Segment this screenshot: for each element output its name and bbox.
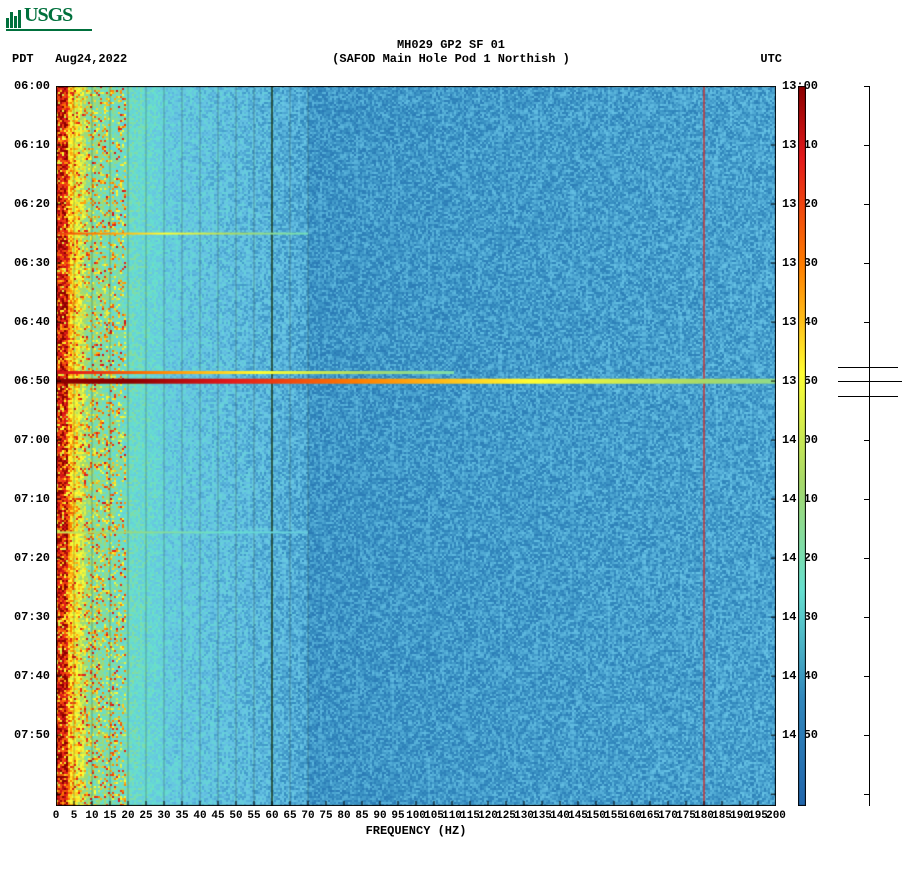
x-tick: 5 bbox=[71, 810, 78, 822]
x-tick: 165 bbox=[640, 810, 660, 822]
x-tick: 175 bbox=[676, 810, 696, 822]
x-tick: 95 bbox=[391, 810, 404, 822]
left-date: Aug24,2022 bbox=[55, 52, 127, 66]
x-tick: 135 bbox=[532, 810, 552, 822]
left-tz: PDT bbox=[12, 52, 34, 66]
y-tick-left: 07:50 bbox=[14, 728, 50, 742]
amplitude-event-marker bbox=[838, 381, 902, 382]
amp-tick bbox=[864, 204, 870, 205]
y-tick-left: 07:40 bbox=[14, 669, 50, 683]
amplitude-scale bbox=[869, 86, 870, 806]
y-tick-left: 07:20 bbox=[14, 551, 50, 565]
x-tick: 90 bbox=[373, 810, 386, 822]
y-tick-left: 07:00 bbox=[14, 433, 50, 447]
x-tick: 50 bbox=[229, 810, 242, 822]
x-tick: 35 bbox=[175, 810, 188, 822]
amp-tick bbox=[864, 794, 870, 795]
x-axis-label: FREQUENCY (HZ) bbox=[56, 824, 776, 838]
x-tick: 130 bbox=[514, 810, 534, 822]
x-tick: 110 bbox=[442, 810, 462, 822]
x-tick: 185 bbox=[712, 810, 732, 822]
x-tick: 85 bbox=[355, 810, 368, 822]
x-tick: 45 bbox=[211, 810, 224, 822]
x-tick: 115 bbox=[460, 810, 480, 822]
x-tick: 200 bbox=[766, 810, 786, 822]
y-tick-left: 07:30 bbox=[14, 610, 50, 624]
y-tick-left: 06:30 bbox=[14, 256, 50, 270]
x-tick: 160 bbox=[622, 810, 642, 822]
y-tick-left: 06:10 bbox=[14, 138, 50, 152]
amp-tick bbox=[864, 322, 870, 323]
x-tick: 120 bbox=[478, 810, 498, 822]
right-tz-label: UTC bbox=[760, 52, 782, 66]
x-tick: 75 bbox=[319, 810, 332, 822]
x-tick: 105 bbox=[424, 810, 444, 822]
amp-tick bbox=[864, 735, 870, 736]
amp-tick bbox=[864, 145, 870, 146]
amp-tick bbox=[864, 499, 870, 500]
x-tick: 30 bbox=[157, 810, 170, 822]
x-tick: 180 bbox=[694, 810, 714, 822]
x-tick: 55 bbox=[247, 810, 260, 822]
x-tick: 190 bbox=[730, 810, 750, 822]
y-tick-left: 06:40 bbox=[14, 315, 50, 329]
x-tick: 20 bbox=[121, 810, 134, 822]
x-tick: 25 bbox=[139, 810, 152, 822]
amp-tick bbox=[864, 440, 870, 441]
x-tick: 195 bbox=[748, 810, 768, 822]
colorbar bbox=[798, 86, 806, 806]
spectrogram-canvas bbox=[56, 86, 776, 806]
x-tick: 10 bbox=[85, 810, 98, 822]
y-tick-left: 07:10 bbox=[14, 492, 50, 506]
amp-tick bbox=[864, 263, 870, 264]
y-tick-left: 06:20 bbox=[14, 197, 50, 211]
amplitude-marker bbox=[838, 367, 898, 368]
x-tick: 145 bbox=[568, 810, 588, 822]
x-tick: 60 bbox=[265, 810, 278, 822]
x-tick: 80 bbox=[337, 810, 350, 822]
x-tick: 70 bbox=[301, 810, 314, 822]
x-tick: 15 bbox=[103, 810, 116, 822]
x-tick: 155 bbox=[604, 810, 624, 822]
usgs-logo: USGS bbox=[6, 4, 92, 31]
left-tz-date-label: PDT Aug24,2022 bbox=[12, 52, 127, 66]
amp-tick bbox=[864, 617, 870, 618]
x-tick: 150 bbox=[586, 810, 606, 822]
x-tick: 40 bbox=[193, 810, 206, 822]
amp-tick bbox=[864, 676, 870, 677]
amp-tick bbox=[864, 558, 870, 559]
y-tick-left: 06:50 bbox=[14, 374, 50, 388]
x-tick: 125 bbox=[496, 810, 516, 822]
x-tick: 100 bbox=[406, 810, 426, 822]
x-tick: 0 bbox=[53, 810, 60, 822]
x-tick: 140 bbox=[550, 810, 570, 822]
x-tick: 65 bbox=[283, 810, 296, 822]
amp-tick bbox=[864, 86, 870, 87]
chart-title: MH029 GP2 SF 01 bbox=[0, 38, 902, 52]
y-tick-left: 06:00 bbox=[14, 79, 50, 93]
x-tick: 170 bbox=[658, 810, 678, 822]
spectrogram-plot: 06:0006:1006:2006:3006:4006:5007:0007:10… bbox=[56, 86, 776, 806]
amplitude-marker bbox=[838, 396, 898, 397]
logo-text: USGS bbox=[24, 4, 72, 26]
